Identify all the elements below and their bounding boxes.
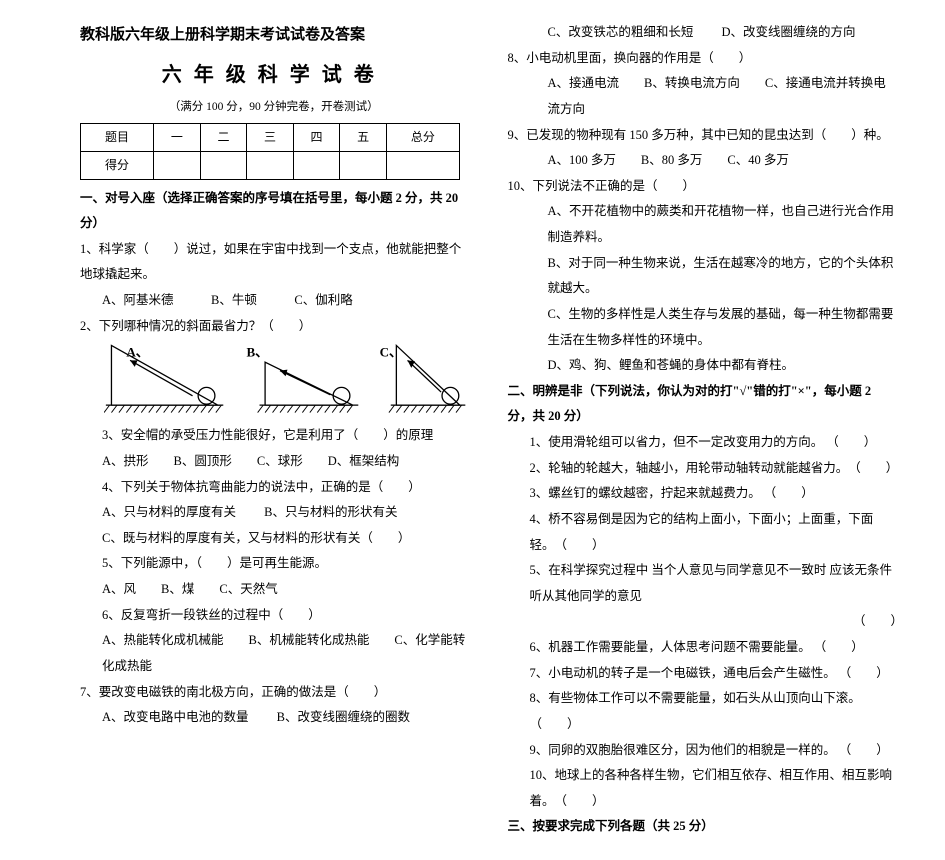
q7-opts-cd: C、改变铁芯的粗细和长短 D、改变线圈缠绕的方向 <box>508 20 896 46</box>
s2-q6-paren: （ ） <box>811 635 867 661</box>
score-cell-4 <box>293 151 340 179</box>
q2-diagrams: A、 B、 <box>104 341 468 417</box>
score-col-3: 三 <box>247 124 294 152</box>
q7-optB: B、改变线圈缠绕的圈数 <box>277 710 410 724</box>
s2-q4: 4、桥不容易倒是因为它的结构上面小，下面小；上面重，下面轻。（ ） <box>508 507 896 558</box>
score-header-label: 题目 <box>81 124 154 152</box>
q10-optB: B、对于同一种生物来说，生活在越寒冷的地方，它的个头体积就越大。 <box>508 251 896 302</box>
score-col-1: 一 <box>154 124 201 152</box>
q4-text: 4、下列关于物体抗弯曲能力的说法中，正确的是（ ） <box>80 475 468 501</box>
score-cell-1 <box>154 151 201 179</box>
s2-q5-paren-line: （ ） <box>508 609 896 635</box>
s2-q3-paren: （ ） <box>761 481 817 507</box>
diagram-a-label: A、 <box>126 345 148 360</box>
s2-q9: 9、同卵的双胞胎很难区分，因为他们的相貌是一样的。（ ） <box>508 738 896 764</box>
left-column: 教科版六年级上册科学期末考试试卷及答案 六年级科学试卷 （满分 100 分，90… <box>80 20 468 840</box>
q9-opts: A、100 多万 B、80 多万 C、40 多万 <box>508 148 896 174</box>
score-col-2: 二 <box>200 124 247 152</box>
s2-q7: 7、小电动机的转子是一个电磁铁，通电后会产生磁性。（ ） <box>508 661 896 687</box>
q7-optD: D、改变线圈缠绕的方向 <box>721 25 855 39</box>
s2-q1-paren: （ ） <box>823 430 879 456</box>
s2-q2-paren: （ ） <box>848 456 890 482</box>
q3-opts: A、拱形 B、圆顶形 C、球形 D、框架结构 <box>80 449 468 475</box>
q10-optD: D、鸡、狗、鲤鱼和苍蝇的身体中都有脊柱。 <box>508 353 896 379</box>
score-col-total: 总分 <box>386 124 459 152</box>
diagram-c: C、 <box>374 341 467 417</box>
q7-optA: A、改变电路中电池的数量 <box>102 710 249 724</box>
score-col-5: 五 <box>340 124 387 152</box>
q5-text: 5、下列能源中，（ ）是可再生能源。 <box>80 551 468 577</box>
s2-q5-paren: （ ） <box>853 609 895 635</box>
q4-optB: B、只与材料的形状有关 <box>264 505 397 519</box>
q6-opts: A、热能转化成机械能 B、机械能转化成热能 C、化学能转化成热能 <box>80 628 468 679</box>
s2-q2: 2、轮轴的轮越大，轴越小，用轮带动轴转动就能越省力。（ ） <box>508 456 896 482</box>
section3-head: 三、按要求完成下列各题（共 25 分） <box>508 814 896 840</box>
q7-opts-ab: A、改变电路中电池的数量 B、改变线圈缠绕的圈数 <box>80 705 468 731</box>
q7-text: 7、要改变电磁铁的南北极方向，正确的做法是（ ） <box>80 680 468 706</box>
s2-q1: 1、使用滑轮组可以省力，但不一定改变用力的方向。（ ） <box>508 430 896 456</box>
page-root: 教科版六年级上册科学期末考试试卷及答案 六年级科学试卷 （满分 100 分，90… <box>0 0 945 860</box>
s2-q7-paren: （ ） <box>836 661 892 687</box>
diagram-b: B、 <box>239 341 360 417</box>
s2-q8: 8、有些物体工作可以不需要能量，如石头从山顶向山下滚。（ ） <box>508 686 896 737</box>
s2-q8-paren: （ ） <box>530 712 572 738</box>
right-column: C、改变铁芯的粗细和长短 D、改变线圈缠绕的方向 8、小电动机里面，换向器的作用… <box>508 20 896 840</box>
q10-text: 10、下列说法不正确的是（ ） <box>508 174 896 200</box>
diagram-b-label: B、 <box>247 345 269 360</box>
score-cell-5 <box>340 151 387 179</box>
q5-opts: A、风 B、煤 C、天然气 <box>80 577 468 603</box>
q8-text: 8、小电动机里面，换向器的作用是（ ） <box>508 46 896 72</box>
q3-text: 3、安全帽的承受压力性能很好，它是利用了（ ）的原理 <box>80 423 468 449</box>
subtitle: （满分 100 分，90 分钟完卷，开卷测试） <box>80 96 468 120</box>
q9-text: 9、已发现的物种现有 150 多万种，其中已知的昆虫达到（ ）种。 <box>508 123 896 149</box>
score-cell-2 <box>200 151 247 179</box>
q8-opts: A、接通电流 B、转换电流方向 C、接通电流并转换电流方向 <box>508 71 896 122</box>
q2-text: 2、下列哪种情况的斜面最省力？（ ） <box>80 314 468 340</box>
s2-q5: 5、在科学探究过程中 当个人意见与同学意见不一致时 应该无条件听从其他同学的意见 <box>508 558 896 609</box>
q10-optC: C、生物的多样性是人类生存与发展的基础，每一种生物都需要生活在生物多样性的环境中… <box>508 302 896 353</box>
section1-head: 一、对号入座（选择正确答案的序号填在括号里，每小题 2 分，共 20 分） <box>80 186 468 237</box>
s2-q6: 6、机器工作需要能量，人体思考问题不需要能量。（ ） <box>508 635 896 661</box>
s2-q4-paren: （ ） <box>555 533 597 559</box>
score-row-label: 得分 <box>81 151 154 179</box>
s2-q10: 10、地球上的各种各样生物，它们相互依存、相互作用、相互影响着。（ ） <box>508 763 896 814</box>
s2-q10-paren: （ ） <box>555 789 597 815</box>
score-table: 题目 一 二 三 四 五 总分 得分 <box>80 123 460 179</box>
diagram-a: A、 <box>104 341 225 417</box>
q4-optC: C、既与材料的厚度有关，又与材料的形状有关（ ） <box>80 526 468 552</box>
s2-q3: 3、螺丝钉的螺纹越密，拧起来就越费力。（ ） <box>508 481 896 507</box>
q10-optA: A、不开花植物中的蕨类和开花植物一样，也自己进行光合作用制造养料。 <box>508 199 896 250</box>
section2-head: 二、明辨是非（下列说法，你认为对的打"√"错的打"×"，每小题 2 分，共 20… <box>508 379 896 430</box>
q1-text: 1、科学家（ ）说过，如果在宇宙中找到一个支点，他就能把整个地球撬起来。 <box>80 237 468 288</box>
score-cell-3 <box>247 151 294 179</box>
q4-optA: A、只与材料的厚度有关 <box>102 505 236 519</box>
q7-optC: C、改变铁芯的粗细和长短 <box>548 25 694 39</box>
score-col-4: 四 <box>293 124 340 152</box>
q1-opts: A、阿基米德 B、牛顿 C、伽利略 <box>80 288 468 314</box>
score-cell-total <box>386 151 459 179</box>
q4-opts-ab: A、只与材料的厚度有关 B、只与材料的形状有关 <box>80 500 468 526</box>
s2-q9-paren: （ ） <box>836 738 892 764</box>
q6-text: 6、反复弯折一段铁丝的过程中（ ） <box>80 603 468 629</box>
main-title: 六年级科学试卷 <box>80 55 468 96</box>
doc-title: 教科版六年级上册科学期末考试试卷及答案 <box>80 20 468 51</box>
